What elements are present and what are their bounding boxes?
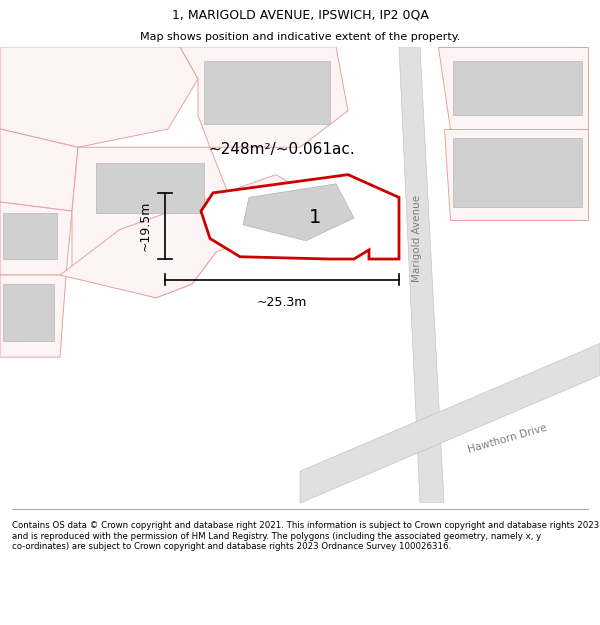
Polygon shape	[204, 61, 330, 124]
Polygon shape	[0, 202, 72, 275]
Polygon shape	[243, 184, 354, 241]
Polygon shape	[0, 129, 78, 211]
Polygon shape	[438, 47, 588, 129]
Polygon shape	[453, 138, 582, 206]
Polygon shape	[201, 174, 399, 259]
Polygon shape	[453, 61, 582, 115]
Text: 1, MARIGOLD AVENUE, IPSWICH, IP2 0QA: 1, MARIGOLD AVENUE, IPSWICH, IP2 0QA	[172, 9, 428, 21]
Text: ~248m²/~0.061ac.: ~248m²/~0.061ac.	[209, 142, 355, 157]
Polygon shape	[444, 129, 588, 220]
Polygon shape	[0, 275, 66, 357]
Text: Map shows position and indicative extent of the property.: Map shows position and indicative extent…	[140, 31, 460, 41]
Polygon shape	[96, 163, 204, 213]
Polygon shape	[300, 344, 600, 503]
Text: ~25.3m: ~25.3m	[257, 296, 307, 309]
Text: Contains OS data © Crown copyright and database right 2021. This information is : Contains OS data © Crown copyright and d…	[12, 521, 599, 551]
Polygon shape	[72, 148, 228, 298]
Polygon shape	[180, 47, 348, 148]
Text: ~19.5m: ~19.5m	[139, 201, 152, 251]
Polygon shape	[0, 47, 198, 148]
Polygon shape	[3, 213, 57, 259]
Text: Marigold Avenue: Marigold Avenue	[412, 195, 422, 282]
Polygon shape	[60, 174, 330, 298]
Text: Hawthorn Drive: Hawthorn Drive	[466, 423, 548, 456]
Polygon shape	[3, 284, 54, 341]
Polygon shape	[399, 47, 444, 503]
Text: 1: 1	[309, 209, 321, 227]
